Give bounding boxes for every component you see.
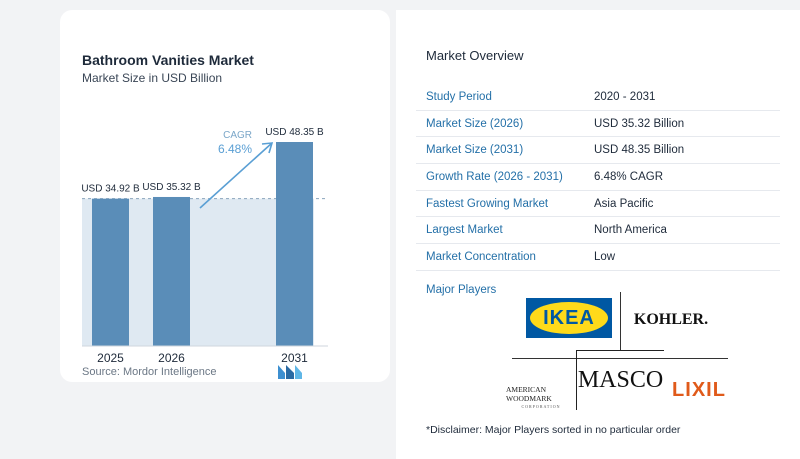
logo-divider bbox=[512, 358, 728, 359]
table-row: Growth Rate (2026 - 2031) 6.48% CAGR bbox=[416, 164, 780, 191]
row-value: 6.48% CAGR bbox=[594, 170, 664, 183]
row-label: Market Concentration bbox=[426, 250, 536, 263]
disclaimer: *Disclaimer: Major Players sorted in no … bbox=[426, 424, 681, 436]
data-label: USD 35.32 B bbox=[142, 182, 201, 193]
kohler-logo: KOHLER. bbox=[633, 311, 709, 328]
overview-table: Study Period 2020 - 2031 Market Size (20… bbox=[416, 84, 780, 271]
table-row: Market Size (2031) USD 48.35 Billion bbox=[416, 137, 780, 165]
mordor-logo-icon bbox=[278, 365, 302, 379]
bar-2025 bbox=[92, 198, 129, 346]
row-value: Asia Pacific bbox=[594, 197, 654, 210]
table-row: Market Size (2026) USD 35.32 Billion bbox=[416, 111, 780, 138]
source-label: Source: Mordor Intelligence bbox=[82, 366, 217, 378]
overview-title: Market Overview bbox=[426, 48, 524, 63]
masco-logo: MASCO bbox=[576, 350, 664, 410]
market-overview-card: Market Overview Study Period 2020 - 2031… bbox=[396, 10, 800, 459]
cagr-arrow-head bbox=[261, 142, 274, 154]
logo-divider bbox=[620, 292, 621, 350]
row-label: Market Size (2031) bbox=[426, 144, 524, 157]
row-label: Largest Market bbox=[426, 224, 503, 237]
row-value: Low bbox=[594, 250, 616, 263]
tick-label: 2025 bbox=[97, 351, 124, 365]
row-value: USD 48.35 Billion bbox=[594, 144, 685, 157]
american-woodmark-sub: CORPORATION bbox=[521, 404, 561, 409]
table-row: Largest Market North America bbox=[416, 217, 780, 245]
major-players-label: Major Players bbox=[426, 284, 497, 296]
table-row: Market Concentration Low bbox=[416, 244, 780, 271]
bar-2026 bbox=[153, 196, 190, 346]
row-label: Growth Rate (2026 - 2031) bbox=[426, 170, 563, 183]
chart-card: Bathroom Vanities Market Market Size in … bbox=[60, 10, 390, 382]
cagr-arrow bbox=[199, 142, 273, 209]
tick-label: 2031 bbox=[281, 351, 308, 365]
data-label: USD 48.35 B bbox=[265, 127, 324, 138]
row-value: USD 35.32 Billion bbox=[594, 117, 685, 130]
cagr-label: CAGR bbox=[223, 130, 252, 141]
row-value: 2020 - 2031 bbox=[594, 90, 656, 103]
ikea-logo: IKEA bbox=[526, 298, 612, 338]
table-row: Fastest Growing Market Asia Pacific bbox=[416, 191, 780, 218]
bar-2031 bbox=[276, 142, 313, 346]
row-label: Study Period bbox=[426, 90, 492, 103]
row-label: Market Size (2026) bbox=[426, 117, 524, 130]
cagr-value: 6.48% bbox=[218, 142, 252, 156]
data-label: USD 34.92 B bbox=[81, 184, 140, 195]
chart-title: Bathroom Vanities Market bbox=[82, 52, 254, 68]
lixil-logo: LIXIL bbox=[672, 378, 726, 401]
table-row: Study Period 2020 - 2031 bbox=[416, 84, 780, 111]
row-label: Fastest Growing Market bbox=[426, 197, 549, 210]
tick-label: 2026 bbox=[158, 351, 185, 365]
american-woodmark-logo: AMERICAN WOODMARK CORPORATION bbox=[506, 380, 576, 414]
bar-chart: USD 34.92 B 2025 USD 35.32 B 2026 USD 48.35 … bbox=[81, 127, 328, 365]
chart-subtitle: Market Size in USD Billion bbox=[82, 71, 223, 85]
row-value: North America bbox=[594, 224, 667, 237]
ikea-logo-text: IKEA bbox=[530, 302, 608, 334]
american-woodmark-text: AMERICAN WOODMARK bbox=[506, 385, 552, 403]
